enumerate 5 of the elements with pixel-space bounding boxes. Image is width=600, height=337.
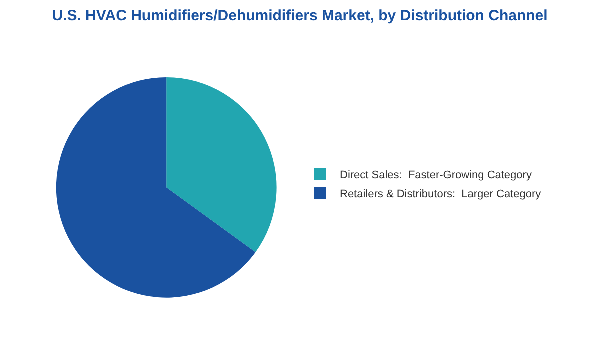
legend-label: Direct Sales: Faster-Growing Category [340,169,532,182]
chart-title: U.S. HVAC Humidifiers/Dehumidifiers Market, by Distribution Channel [52,8,548,25]
legend-label: Retailers & Distributors: Larger Category [340,188,542,200]
pie-slice [56,77,256,298]
pie-slice [166,77,277,252]
